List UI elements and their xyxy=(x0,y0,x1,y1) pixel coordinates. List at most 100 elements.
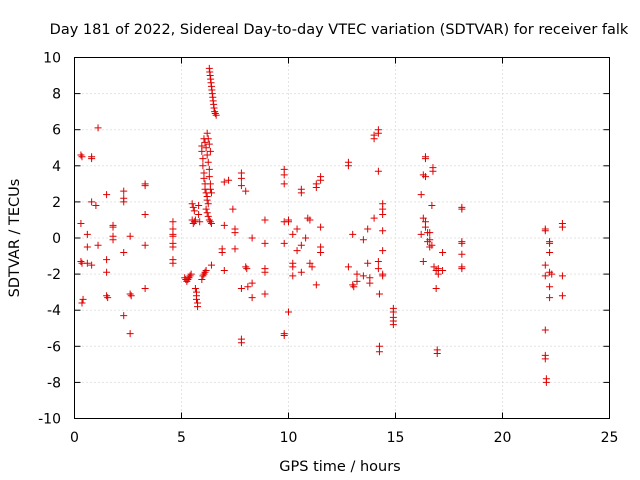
data-point xyxy=(77,257,85,265)
data-point xyxy=(546,294,554,302)
data-point xyxy=(541,272,549,280)
data-point xyxy=(439,248,447,256)
data-point xyxy=(541,261,549,269)
data-point xyxy=(88,261,96,269)
data-point xyxy=(185,274,193,282)
y-tick-label: -8 xyxy=(47,375,61,391)
data-point xyxy=(199,162,207,170)
data-point xyxy=(312,183,320,191)
data-point xyxy=(297,241,305,249)
data-point xyxy=(428,202,436,210)
data-point xyxy=(141,285,149,293)
data-point xyxy=(202,144,210,152)
data-point xyxy=(218,248,226,256)
data-point xyxy=(169,232,177,240)
data-point xyxy=(308,263,316,271)
data-point xyxy=(261,268,269,276)
data-point xyxy=(375,348,383,356)
data-point xyxy=(204,135,212,143)
data-point xyxy=(344,162,352,170)
data-point xyxy=(199,272,207,280)
data-point xyxy=(542,378,550,386)
data-point xyxy=(198,276,206,284)
data-point xyxy=(289,272,297,280)
data-point xyxy=(203,209,211,217)
data-point xyxy=(94,124,102,132)
data-point xyxy=(458,239,466,247)
data-point xyxy=(419,257,427,265)
chart-title: Day 181 of 2022, Sidereal Day-to-day VTE… xyxy=(50,22,629,38)
data-point xyxy=(297,268,305,276)
data-point xyxy=(349,281,357,289)
data-point xyxy=(191,216,199,224)
data-point xyxy=(187,270,195,278)
data-point xyxy=(280,239,288,247)
data-point xyxy=(169,259,177,267)
y-axis-label: SDTVAR / TECUs xyxy=(7,179,23,298)
data-point xyxy=(432,285,440,293)
data-point xyxy=(169,218,177,226)
data-point xyxy=(317,248,325,256)
data-point xyxy=(289,230,297,238)
data-point xyxy=(212,111,220,119)
data-point xyxy=(83,259,91,267)
data-point xyxy=(220,266,228,274)
data-point xyxy=(280,171,288,179)
data-point xyxy=(169,243,177,251)
data-point xyxy=(200,174,208,182)
data-point xyxy=(426,229,434,237)
data-point xyxy=(237,182,245,190)
data-point xyxy=(317,176,325,184)
data-point xyxy=(285,218,292,226)
data-point xyxy=(204,158,212,166)
data-point xyxy=(189,220,197,228)
data-point xyxy=(207,220,215,228)
y-tick-label: -6 xyxy=(47,339,61,355)
data-point xyxy=(103,256,111,264)
data-point xyxy=(433,350,441,358)
data-point xyxy=(109,236,117,244)
data-point xyxy=(429,167,437,175)
data-point xyxy=(88,155,96,163)
data-point xyxy=(548,270,556,278)
data-point xyxy=(237,174,245,182)
data-point xyxy=(366,279,374,287)
y-tick-label: -4 xyxy=(47,303,61,319)
data-point xyxy=(541,326,549,334)
y-tick-label: 6 xyxy=(52,123,61,139)
data-point xyxy=(192,295,200,303)
data-point xyxy=(196,218,204,226)
data-point xyxy=(190,207,198,215)
data-point xyxy=(206,218,214,226)
data-point xyxy=(189,203,197,211)
data-point xyxy=(211,108,219,116)
data-point xyxy=(194,303,202,311)
data-point xyxy=(306,216,314,224)
data-point xyxy=(374,265,382,273)
data-point xyxy=(205,165,213,173)
data-point xyxy=(225,176,233,184)
data-point xyxy=(141,182,149,190)
y-tick-label: 2 xyxy=(52,195,61,211)
data-point xyxy=(364,225,372,233)
data-point xyxy=(126,232,134,240)
data-point xyxy=(261,216,269,224)
axis-ticks xyxy=(74,57,610,419)
data-point xyxy=(206,147,214,155)
data-point xyxy=(126,330,134,338)
data-point xyxy=(191,285,199,293)
data-point xyxy=(109,223,117,231)
data-point xyxy=(237,285,245,293)
data-point xyxy=(458,205,466,213)
data-point xyxy=(248,294,256,302)
grid-lines xyxy=(74,57,610,419)
data-point xyxy=(417,230,425,238)
data-point xyxy=(546,239,554,247)
x-axis-label: GPS time / hours xyxy=(279,459,400,475)
data-point xyxy=(359,272,367,280)
data-point xyxy=(104,294,112,302)
data-point xyxy=(353,270,361,278)
data-point xyxy=(248,234,256,242)
data-point xyxy=(289,263,297,271)
